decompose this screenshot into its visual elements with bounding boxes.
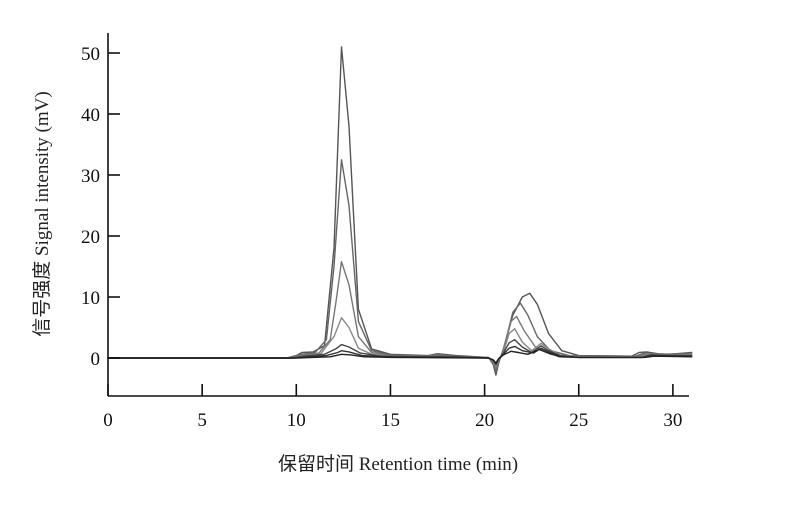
- x-ticks: 0 5 10 15 20 25 30: [103, 384, 682, 431]
- chromatogram-traces: [107, 46, 693, 376]
- x-axis-title: 保留时间 Retention time (min): [278, 453, 518, 475]
- trace-3: [107, 260, 693, 370]
- y-ticks: 0 10 20 30 40 50: [81, 44, 120, 370]
- y-tick-label: 40: [81, 105, 100, 126]
- trace-2: [107, 159, 693, 373]
- y-tick-label: 30: [81, 166, 100, 187]
- trace-5: [107, 339, 693, 366]
- y-tick-label: 50: [81, 44, 100, 65]
- x-tick-label: 0: [103, 410, 113, 431]
- y-tick-label: 10: [81, 288, 100, 309]
- x-tick-label: 5: [197, 410, 207, 431]
- trace-1: [107, 46, 693, 376]
- x-tick-label: 15: [381, 410, 400, 431]
- x-tick-label: 10: [287, 410, 306, 431]
- axes: [107, 33, 689, 397]
- x-tick-label: 20: [475, 410, 494, 431]
- y-tick-label: 20: [81, 227, 100, 248]
- x-tick-label: 30: [663, 410, 682, 431]
- trace-4: [107, 317, 693, 368]
- y-tick-label: 0: [91, 349, 101, 370]
- x-tick-label: 25: [569, 410, 588, 431]
- trace-7: [107, 348, 693, 364]
- y-axis-title: 信号强度 Signal intensity (mV): [31, 91, 53, 336]
